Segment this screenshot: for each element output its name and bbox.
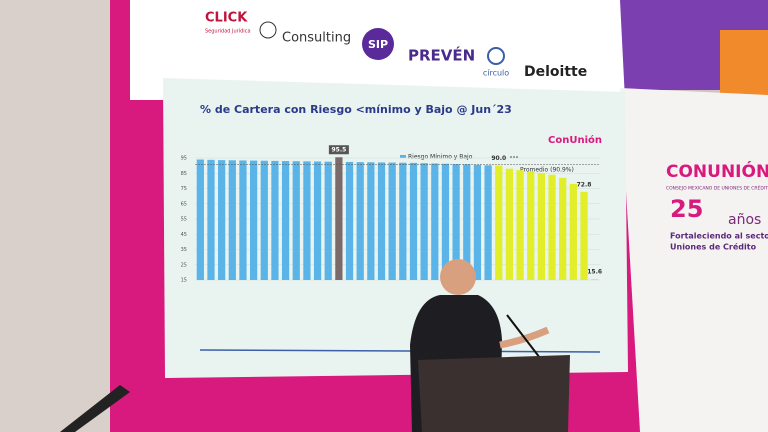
bar — [548, 174, 556, 280]
bar — [431, 163, 439, 280]
bar — [452, 164, 460, 280]
bar — [409, 162, 418, 280]
banner-brand: CONUNIÓN — [666, 160, 768, 182]
bar — [367, 162, 375, 280]
logo-circulo: círculo — [483, 69, 509, 78]
legend-line: Promedio (90.9%) — [520, 167, 574, 174]
bar — [356, 162, 364, 280]
bar — [292, 161, 300, 280]
bar — [591, 279, 599, 280]
y-tick-label: 65 — [181, 201, 187, 207]
microphone — [506, 314, 541, 359]
banner-years-word: años — [728, 212, 761, 228]
legend-bar-swatch — [400, 155, 406, 158]
screen-footer-rule — [199, 349, 601, 353]
banner-council: CONSEJO MEXICANO DE UNIONES DE CRÉDITO — [666, 184, 768, 192]
logo-deloitte: Deloitte — [524, 64, 587, 80]
data-label: 90.0 — [491, 155, 506, 162]
y-tick-label: 85 — [181, 171, 187, 177]
bar — [228, 160, 236, 280]
bar — [388, 162, 396, 280]
y-tick-label: 35 — [181, 247, 187, 253]
screen-logo: ConUnión — [548, 134, 602, 146]
podium — [418, 355, 570, 432]
bar — [271, 160, 279, 280]
label-box — [328, 145, 349, 155]
stair-rail — [60, 385, 130, 432]
logo-yo-ring — [259, 21, 277, 39]
logo-sip-disc — [362, 28, 394, 60]
logo-click: CLICK — [205, 11, 248, 26]
y-tick-label: 55 — [181, 217, 187, 223]
bar — [527, 171, 535, 280]
bar — [335, 157, 343, 280]
banner-slogan-1: Fortaleciendo al sector — [670, 232, 768, 241]
bar — [559, 177, 567, 280]
bar — [281, 161, 290, 280]
bar — [495, 165, 503, 280]
y-tick-label: 95 — [181, 156, 187, 162]
screen-title: % de Cartera con Riesgo <mínimo y Bajo @… — [200, 103, 512, 116]
bar — [516, 170, 524, 280]
bar — [399, 162, 407, 280]
bar — [196, 159, 204, 280]
bar — [377, 162, 386, 280]
bar — [303, 161, 311, 280]
logo-sip: SIP — [368, 38, 388, 51]
bar — [260, 160, 268, 280]
bar — [441, 163, 450, 280]
bar — [537, 173, 546, 280]
y-tick-label: 25 — [181, 262, 187, 268]
bar — [484, 165, 492, 280]
bar — [207, 159, 215, 280]
banner-years: 25 — [670, 195, 703, 223]
bar — [313, 161, 322, 280]
logo-click-tagline: Seguridad Jurídica — [205, 28, 251, 35]
data-label: 15.6 — [587, 269, 602, 276]
data-label: 95.5 — [331, 147, 346, 154]
y-tick-label: 15 — [181, 278, 187, 284]
banner-slogan-2: Uniones de Crédito — [670, 242, 757, 252]
speaker-head — [440, 259, 476, 295]
logo-consulting: Consulting — [282, 31, 351, 46]
y-tick-label: 75 — [181, 186, 187, 192]
screen-chart: 95 85 75 65 55 45 35 25 15 95.5 90.0 72.8 15.6 — [181, 145, 602, 284]
bar — [249, 160, 258, 280]
side-banner — [620, 88, 768, 432]
bar — [569, 183, 577, 280]
bar — [324, 161, 332, 280]
bar — [505, 168, 514, 280]
bar — [420, 163, 428, 280]
y-tick-label: 45 — [181, 232, 187, 238]
left-wall — [0, 0, 110, 432]
logo-preven: PREVÉN — [408, 46, 475, 65]
bar — [218, 160, 226, 280]
data-label: 72.8 — [577, 181, 592, 188]
bar — [463, 164, 471, 280]
bar — [239, 160, 247, 280]
bar — [580, 191, 588, 280]
legend-bars: Riesgo Mínimo y Bajo — [408, 154, 473, 161]
bar — [473, 164, 482, 280]
logo-circulo-ring — [487, 47, 505, 65]
bar — [345, 161, 354, 280]
